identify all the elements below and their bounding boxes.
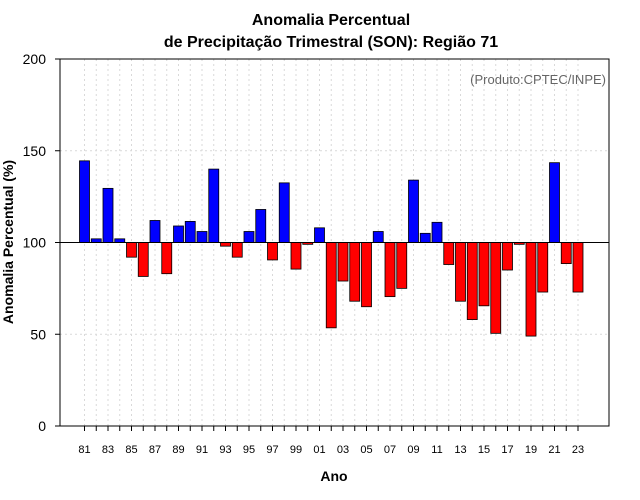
bar-19: [525, 242, 537, 337]
y-tick-label: 50: [30, 326, 46, 342]
bar-15: [478, 242, 490, 307]
bar-12: [443, 242, 455, 265]
x-tick-label: 05: [360, 444, 372, 456]
bar-22: [560, 242, 572, 265]
bar-21: [549, 162, 560, 243]
x-tick-label: 81: [78, 444, 90, 456]
y-axis-title: Anomalia Percentual (%): [0, 160, 16, 324]
bar-06: [372, 231, 384, 243]
bar-90: [184, 220, 196, 243]
bar-83: [102, 187, 114, 243]
chart-title-line1: Anomalia Percentual: [252, 12, 410, 29]
x-tick-label: 91: [196, 444, 208, 456]
bar-96: [255, 209, 267, 243]
y-tick-label: 100: [23, 235, 47, 251]
x-tick-label: 01: [313, 444, 325, 456]
x-tick-label: 21: [548, 444, 560, 456]
bar-89: [173, 225, 184, 243]
x-tick-label: 11: [431, 444, 442, 456]
x-tick-label: 09: [407, 444, 419, 456]
bar-08: [396, 242, 408, 289]
x-tick-label: 85: [125, 444, 137, 456]
bar-02: [325, 242, 337, 329]
bar-23: [572, 242, 584, 293]
x-axis-title: Ano: [320, 468, 347, 484]
bar-99: [290, 242, 302, 270]
bar-13: [455, 242, 466, 302]
x-tick-label: 99: [290, 444, 302, 456]
y-tick-label: 200: [23, 51, 47, 67]
x-tick-label: 87: [149, 444, 161, 456]
x-tick-label: 95: [243, 444, 255, 456]
bar-11: [431, 221, 443, 243]
bar-85: [126, 242, 137, 258]
y-tick-label: 0: [38, 418, 46, 434]
x-tick-label: 15: [478, 444, 490, 456]
bar-14: [466, 242, 478, 320]
bar-07: [384, 242, 396, 298]
bar-01: [314, 227, 325, 243]
x-axis: 81 83 85 87 89 91 93 95 97 99 01 03 05 07 09 11 13 15 17 19…: [78, 426, 584, 456]
bar-87: [149, 220, 161, 243]
bar-98: [278, 182, 290, 243]
y-axis: 0 50 100 150 200: [23, 51, 60, 434]
credit-text: (Produto:CPTEC/INPE): [470, 72, 606, 87]
bar-17: [502, 242, 513, 271]
x-tick-label: 23: [572, 444, 584, 456]
x-tick-label: 97: [266, 444, 278, 456]
bar-20: [537, 242, 549, 293]
bars: [79, 160, 584, 337]
bar-09: [408, 179, 419, 243]
bar-93: [220, 242, 231, 247]
chart-title-line2: de Precipitação Trimestral (SON): Região…: [164, 34, 498, 51]
bar-81: [79, 160, 90, 243]
x-tick-label: 03: [337, 444, 349, 456]
x-tick-label: 07: [384, 444, 396, 456]
x-tick-label: 17: [501, 444, 513, 456]
x-tick-label: 19: [525, 444, 537, 456]
bar-97: [267, 242, 278, 261]
bar-86: [137, 242, 149, 277]
bar-95: [243, 231, 255, 243]
bar-05: [361, 242, 372, 308]
y-tick-label: 150: [23, 143, 47, 159]
x-tick-label: 13: [454, 444, 466, 456]
bar-92: [208, 168, 220, 243]
bar-84: [114, 238, 126, 243]
x-tick-label: 89: [172, 444, 184, 456]
bar-16: [490, 242, 502, 334]
x-tick-label: 83: [102, 444, 114, 456]
bar-10: [419, 232, 431, 243]
bar-03: [337, 242, 349, 282]
bar-04: [349, 242, 361, 302]
bar-91: [196, 231, 208, 243]
bar-88: [161, 242, 173, 275]
bar-94: [231, 242, 243, 258]
x-tick-label: 93: [219, 444, 231, 456]
bar-82: [90, 238, 102, 243]
